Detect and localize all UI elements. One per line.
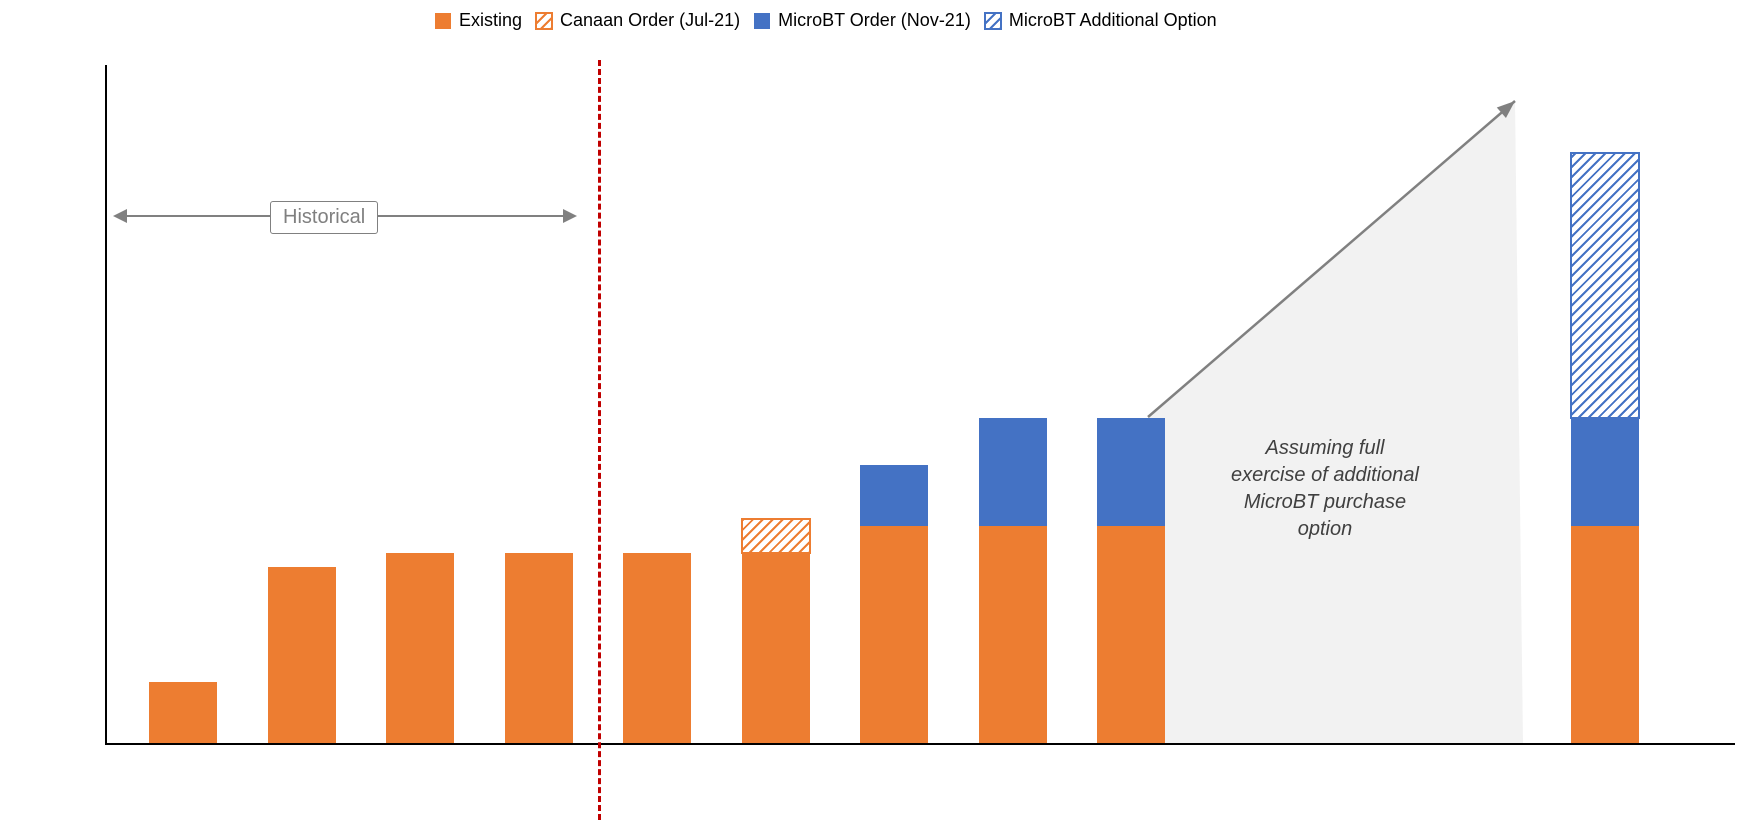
bar (979, 418, 1047, 743)
legend: Existing Canaan Order (Jul-21) MicroBT O… (435, 10, 1217, 31)
legend-label: Canaan Order (Jul-21) (560, 10, 740, 31)
legend-item-existing: Existing (435, 10, 522, 31)
legend-label: MicroBT Order (Nov-21) (778, 10, 971, 31)
legend-swatch-canaan (536, 13, 552, 29)
bar-segment-canaan (742, 519, 810, 553)
bar-segment-existing (386, 553, 454, 743)
bar-segment-existing (979, 526, 1047, 743)
bar-segment-microbt (860, 465, 928, 526)
bar-segment-microbt (979, 418, 1047, 526)
historical-label-text: Historical (283, 206, 365, 228)
bar (268, 567, 336, 743)
chart-container: Existing Canaan Order (Jul-21) MicroBT O… (105, 10, 1735, 810)
bar-segment-microbt (1097, 418, 1165, 526)
bar (505, 553, 573, 743)
option-annotation-text: Assuming fullexercise of additionalMicro… (1185, 435, 1465, 543)
bar-segment-microbt (1571, 418, 1639, 526)
bar (386, 553, 454, 743)
bar-segment-existing (742, 553, 810, 743)
bar-segment-existing (623, 553, 691, 743)
forecast-divider-line (598, 60, 601, 820)
legend-item-option: MicroBT Additional Option (985, 10, 1217, 31)
bar (742, 519, 810, 743)
bar-segment-existing (1097, 526, 1165, 743)
legend-swatch-existing (435, 13, 451, 29)
legend-label: MicroBT Additional Option (1009, 10, 1217, 31)
bar (623, 553, 691, 743)
historical-label-box: Historical (270, 201, 378, 234)
legend-item-canaan: Canaan Order (Jul-21) (536, 10, 740, 31)
legend-label: Existing (459, 10, 522, 31)
plot-area: Historical Assuming fullexercise of addi… (105, 65, 1735, 745)
bar-segment-existing (268, 567, 336, 743)
legend-swatch-microbt (754, 13, 770, 29)
bar-segment-existing (149, 682, 217, 743)
bar-segment-existing (1571, 526, 1639, 743)
bar (1571, 153, 1639, 743)
bar (149, 682, 217, 743)
legend-swatch-option (985, 13, 1001, 29)
bar-segment-existing (860, 526, 928, 743)
bar (860, 465, 928, 743)
bar (1097, 418, 1165, 743)
bar-segment-option (1571, 153, 1639, 417)
bar-segment-existing (505, 553, 573, 743)
legend-item-microbt: MicroBT Order (Nov-21) (754, 10, 971, 31)
